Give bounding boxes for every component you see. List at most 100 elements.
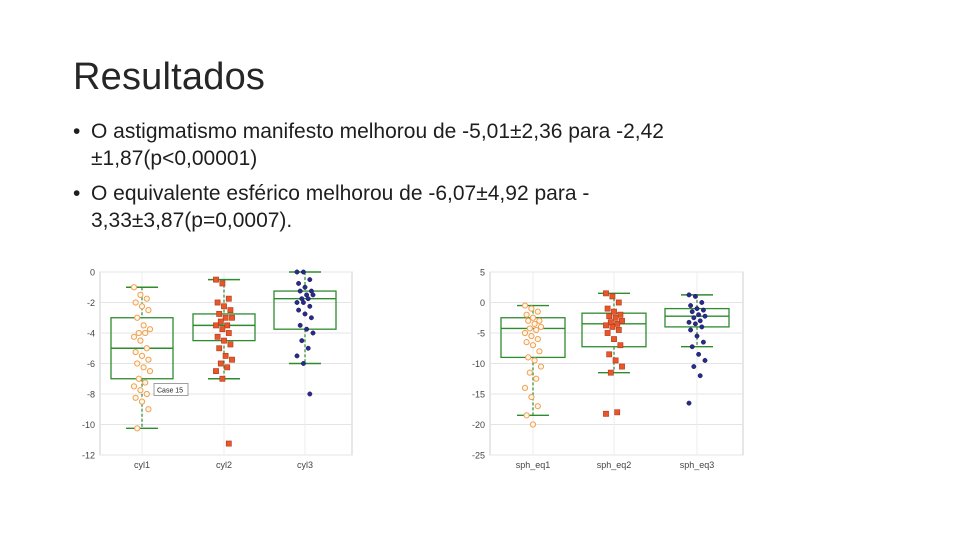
data-point (528, 332, 535, 340)
data-point (528, 305, 535, 312)
data-point (307, 277, 313, 283)
annotation-label: Case 15 (157, 387, 183, 394)
data-point (615, 327, 622, 333)
data-point (528, 393, 535, 401)
data-point (130, 383, 138, 390)
data-point (525, 354, 532, 361)
data-point (523, 311, 530, 318)
data-point (143, 390, 150, 398)
y-tick-label: 5 (480, 268, 485, 278)
data-point (146, 326, 154, 333)
data-point (214, 333, 221, 340)
data-point (222, 314, 229, 321)
y-tick-label: -8 (87, 390, 95, 400)
data-point (688, 303, 694, 308)
data-point (617, 311, 624, 318)
data-point (227, 307, 234, 314)
data-point (526, 325, 533, 332)
data-point (609, 323, 616, 330)
data-point (611, 308, 617, 315)
data-point (143, 345, 150, 352)
data-point (533, 326, 540, 334)
data-point (529, 421, 537, 428)
annotation-box (153, 383, 189, 396)
data-point (146, 368, 154, 375)
bullet-astigmatism: • O astigmatismo manifesto melhorou de -… (73, 118, 833, 172)
data-point (686, 319, 692, 325)
bullet-list: • O astigmatismo manifesto melhorou de -… (73, 118, 833, 242)
data-point (227, 341, 234, 348)
data-point (699, 300, 705, 305)
data-point (537, 323, 545, 331)
bullet-text-line: 3,33±3,87(p=0,0007). (91, 209, 293, 232)
data-point (142, 329, 149, 337)
data-point (213, 276, 219, 283)
x-tick-label: sph_eq3 (680, 460, 715, 470)
data-point (702, 358, 708, 363)
data-point (130, 333, 138, 340)
data-point (692, 321, 698, 327)
data-point (531, 320, 538, 327)
data-point (137, 387, 144, 394)
data-point (614, 409, 621, 416)
data-point (221, 303, 227, 310)
data-point (619, 363, 625, 370)
data-point (225, 440, 232, 447)
bullet-dot-icon: • (73, 182, 81, 205)
data-point (300, 269, 306, 275)
data-point (696, 312, 702, 318)
data-point (609, 293, 616, 300)
data-point (214, 299, 221, 306)
data-point (132, 394, 139, 401)
x-tick-label: cyl1 (134, 460, 150, 470)
data-point (145, 406, 152, 413)
bullet-text-line: ±1,87(p<0,00001) (91, 147, 258, 170)
data-point (689, 344, 695, 350)
data-point (612, 314, 619, 321)
data-point (702, 313, 708, 319)
data-point (145, 356, 152, 363)
data-point (606, 351, 613, 358)
data-point (219, 326, 226, 333)
data-point (686, 400, 692, 406)
data-point (534, 308, 541, 315)
data-point (132, 299, 139, 306)
y-tick-label: -10 (472, 359, 485, 369)
data-point (529, 342, 537, 349)
data-point (219, 375, 226, 382)
data-point (300, 361, 306, 366)
data-point (697, 318, 703, 324)
y-tick-label: -4 (87, 329, 95, 339)
data-point (696, 351, 702, 357)
y-tick-label: -15 (472, 390, 485, 400)
data-point (534, 336, 541, 343)
data-point (531, 357, 538, 364)
data-point (694, 333, 700, 339)
data-point (222, 352, 229, 359)
x-tick-label: cyl2 (216, 460, 232, 470)
data-point (615, 299, 622, 306)
bullet-spherical-equivalent: • O equivalente esférico melhorou de -6,… (73, 180, 833, 234)
y-tick-label: -5 (477, 329, 485, 339)
data-point (296, 307, 302, 313)
data-point (310, 330, 316, 336)
bullet-text-line: O equivalente esférico melhorou de -6,07… (91, 182, 590, 205)
data-point (300, 300, 306, 305)
y-tick-label: 0 (90, 268, 95, 278)
data-point (604, 305, 611, 312)
data-point (137, 337, 144, 344)
data-point (603, 290, 609, 297)
data-point (697, 373, 703, 379)
data-point (134, 360, 141, 367)
data-point (135, 329, 142, 337)
data-point (619, 317, 625, 324)
data-point (224, 364, 231, 371)
data-point (536, 348, 543, 355)
data-point (132, 348, 139, 356)
data-point (305, 296, 311, 302)
data-point (225, 330, 232, 336)
page-title: Resultados (73, 56, 266, 98)
y-tick-label: -10 (82, 420, 95, 430)
bullet-text-line: O astigmatismo manifesto melhorou de -5,… (91, 120, 664, 143)
data-point (307, 391, 313, 397)
